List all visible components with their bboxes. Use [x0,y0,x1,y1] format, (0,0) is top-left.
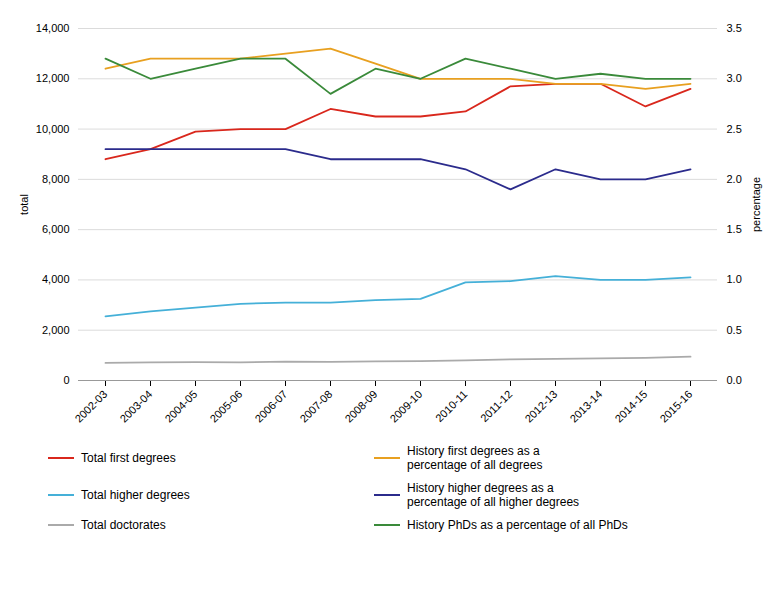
svg-text:2003-04: 2003-04 [117,388,154,425]
svg-text:12,000: 12,000 [36,72,70,84]
svg-text:percentage: percentage [750,177,762,232]
svg-text:1.0: 1.0 [727,273,742,285]
svg-text:0: 0 [63,374,69,386]
svg-text:2012-13: 2012-13 [522,388,559,425]
svg-text:2009-10: 2009-10 [387,388,424,425]
svg-text:2.5: 2.5 [727,123,742,135]
html-text:History higher degrees as a pe: History higher degrees as a percentage o… [407,480,580,510]
svg-text:0.0: 0.0 [727,374,742,386]
svg-text:6,000: 6,000 [42,223,70,235]
svg-text:total: total [18,194,30,215]
html-text:History PhDs as a percentage o: History PhDs as a percentage of all PhDs [407,517,628,532]
svg-text:1.5: 1.5 [727,223,742,235]
svg-text:0.5: 0.5 [727,324,742,336]
html-text:Total higher degrees: Total higher degrees [81,488,190,502]
html-text:Total first degrees: Total first degrees [81,451,176,466]
html-text:History first degrees as a per: History first degrees as a percentage of… [407,444,543,473]
svg-text:2014-15: 2014-15 [612,388,649,425]
svg-text:2015-16: 2015-16 [657,388,694,425]
svg-text:2008-09: 2008-09 [342,388,379,425]
svg-text:8,000: 8,000 [42,173,70,185]
svg-text:2002-03: 2002-03 [72,388,109,425]
svg-text:2010-11: 2010-11 [433,388,469,424]
svg-text:2011-12: 2011-12 [478,388,514,424]
html-text:Total doctorates: Total doctorates [81,517,166,532]
svg-text:2005-06: 2005-06 [207,388,244,425]
svg-text:2,000: 2,000 [42,324,70,336]
svg-text:2013-14: 2013-14 [567,388,604,425]
svg-text:2.0: 2.0 [727,173,742,185]
svg-text:2007-08: 2007-08 [297,388,334,425]
svg-text:3.0: 3.0 [727,72,742,84]
svg-text:3.5: 3.5 [727,22,742,34]
svg-text:14,000: 14,000 [36,22,70,34]
svg-text:10,000: 10,000 [36,123,70,135]
svg-text:2006-07: 2006-07 [252,388,289,425]
svg-text:4,000: 4,000 [42,273,70,285]
svg-text:2004-05: 2004-05 [162,388,199,425]
